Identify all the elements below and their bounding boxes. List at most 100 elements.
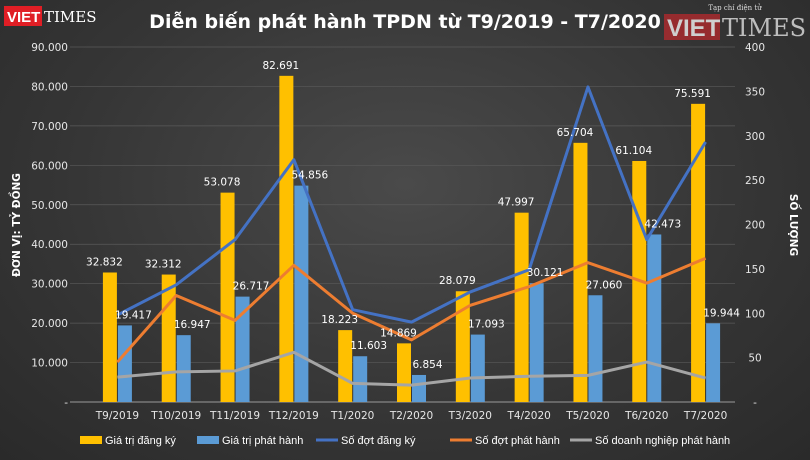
data-label: 17.093 (468, 319, 505, 331)
left-tick-label: 30.000 (31, 279, 68, 291)
bars (102, 75, 721, 402)
bar-gia-tri-dang-ky (514, 212, 529, 402)
data-label: 11.603 (350, 340, 387, 352)
bar-gia-tri-phat-hanh (470, 334, 485, 402)
legend-label: Giá trị đăng ký (105, 435, 176, 447)
x-tick-label: T7/2020 (683, 410, 727, 422)
bar-gia-tri-phat-hanh (294, 185, 309, 402)
x-tick-label: T4/2020 (506, 410, 550, 422)
legend-label: Số đợt đăng ký (341, 435, 416, 447)
right-tick-label: 350 (745, 86, 765, 98)
data-label: 75.591 (674, 88, 711, 100)
x-axis: T9/2019 T10/2019 T11/2019 T12/2019 T1/2020 T2… (95, 410, 728, 422)
left-tick-label: 80.000 (31, 81, 68, 93)
data-label: 19.417 (115, 309, 152, 321)
bar-gia-tri-dang-ky (279, 75, 294, 402)
badge-brand-gray: TIMES (44, 8, 97, 26)
bar-gia-tri-phat-hanh (588, 295, 603, 402)
bar-gia-tri-phat-hanh (529, 283, 544, 402)
data-label: 42.473 (644, 218, 681, 230)
left-tick-label: 20.000 (31, 318, 68, 330)
bar-gia-tri-phat-hanh (706, 323, 721, 402)
right-tick-label: 150 (745, 264, 765, 276)
bar-gia-tri-dang-ky (102, 272, 117, 402)
lines (116, 85, 707, 387)
legend-item: Giá trị đăng ký (80, 435, 176, 447)
bar-gia-tri-phat-hanh (647, 234, 662, 402)
data-label: 61.104 (615, 145, 652, 157)
legend-item: Số đợt đăng ký (316, 435, 416, 447)
data-label: 47.997 (498, 197, 535, 209)
data-labels: 32.832 32.312 53.078 82.691 18.223 14.869 28.0… (86, 60, 740, 371)
bar-gia-tri-dang-ky (691, 103, 706, 402)
x-tick-label: T12/2019 (268, 410, 319, 422)
badge-brand-red: VIET (7, 9, 40, 26)
data-label: 53.078 (204, 177, 241, 189)
data-label: 26.717 (233, 281, 270, 293)
legend-swatch (197, 436, 219, 444)
data-label: 27.060 (586, 279, 623, 291)
x-tick-label: T9/2019 (95, 410, 139, 422)
viettimes-watermark: Tạp chí điện tử VIET TIMES (664, 3, 806, 42)
legend-item: Số đợt phát hành (450, 435, 560, 447)
right-tick-label: 50 (748, 353, 761, 365)
legend-item: Giá trị phát hành (197, 435, 303, 447)
x-tick-label: T5/2020 (565, 410, 609, 422)
bar-gia-tri-dang-ky (161, 274, 176, 402)
bar-gia-tri-dang-ky (573, 142, 588, 402)
bar-gia-tri-dang-ky (455, 291, 470, 402)
bar-gia-tri-phat-hanh (235, 296, 250, 402)
left-axis-title: ĐƠN VỊ: TỶ ĐỒNG (8, 173, 23, 277)
right-tick-label: 200 (745, 220, 765, 232)
left-tick-label: - (64, 397, 68, 409)
data-label: 19.944 (703, 307, 740, 319)
bar-gia-tri-dang-ky (338, 330, 353, 402)
x-tick-label: T11/2019 (209, 410, 260, 422)
right-tick-label: 250 (745, 175, 765, 187)
data-label: 18.223 (321, 314, 358, 326)
x-tick-label: T6/2020 (624, 410, 668, 422)
left-tick-label: 70.000 (31, 121, 68, 133)
left-axis: - 10.000 20.000 30.000 40.000 50.000 60.000 70.… (31, 42, 68, 409)
bar-gia-tri-phat-hanh (412, 374, 426, 402)
legend-label: Số đợt phát hành (475, 435, 560, 447)
x-tick-label: T1/2020 (330, 410, 374, 422)
left-tick-label: 50.000 (31, 200, 68, 212)
bar-gia-tri-phat-hanh (176, 335, 191, 402)
viettimes-badge: VIET TIMES (4, 6, 97, 26)
legend-item: Số doanh nghiệp phát hành (570, 435, 730, 447)
right-tick-label: 100 (745, 308, 765, 320)
data-label: 6.854 (412, 359, 442, 371)
line-series-1 (116, 256, 707, 364)
data-label: 82.691 (262, 60, 299, 72)
right-axis: - 50 100 150 200 250 300 350 400 (745, 42, 765, 409)
chart-title: Diễn biến phát hành TPDN từ T9/2019 - T7… (149, 9, 661, 33)
left-tick-label: 10.000 (31, 358, 68, 370)
x-tick-label: T10/2019 (150, 410, 201, 422)
x-tick-label: T3/2020 (448, 410, 492, 422)
right-tick-label: 300 (745, 131, 765, 143)
data-label: 32.832 (86, 256, 123, 268)
right-tick-label: - (753, 397, 757, 409)
legend-swatch (80, 436, 102, 444)
data-label: 16.947 (174, 319, 211, 331)
left-tick-label: 60.000 (31, 160, 68, 172)
watermark-brand-red: VIET (667, 15, 721, 42)
data-label: 30.121 (527, 267, 564, 279)
data-label: 65.704 (557, 127, 594, 139)
bar-gia-tri-phat-hanh (117, 325, 132, 402)
bar-gia-tri-dang-ky (220, 192, 235, 402)
right-axis-title: SỐ LƯỢNG (787, 194, 802, 256)
bar-gia-tri-dang-ky (397, 343, 411, 402)
data-label: 32.312 (145, 259, 182, 271)
x-tick-label: T2/2020 (389, 410, 433, 422)
left-tick-label: 90.000 (31, 42, 68, 54)
watermark-brand-gray: TIMES (722, 14, 806, 42)
legend: Giá trị đăng ký Giá trị phát hành Số đợt đ… (80, 435, 730, 447)
watermark-tagline: Tạp chí điện tử (708, 3, 762, 12)
left-tick-label: 40.000 (31, 239, 68, 251)
bar-gia-tri-phat-hanh (353, 356, 368, 402)
data-label: 14.869 (380, 327, 417, 339)
gridlines (70, 46, 735, 403)
